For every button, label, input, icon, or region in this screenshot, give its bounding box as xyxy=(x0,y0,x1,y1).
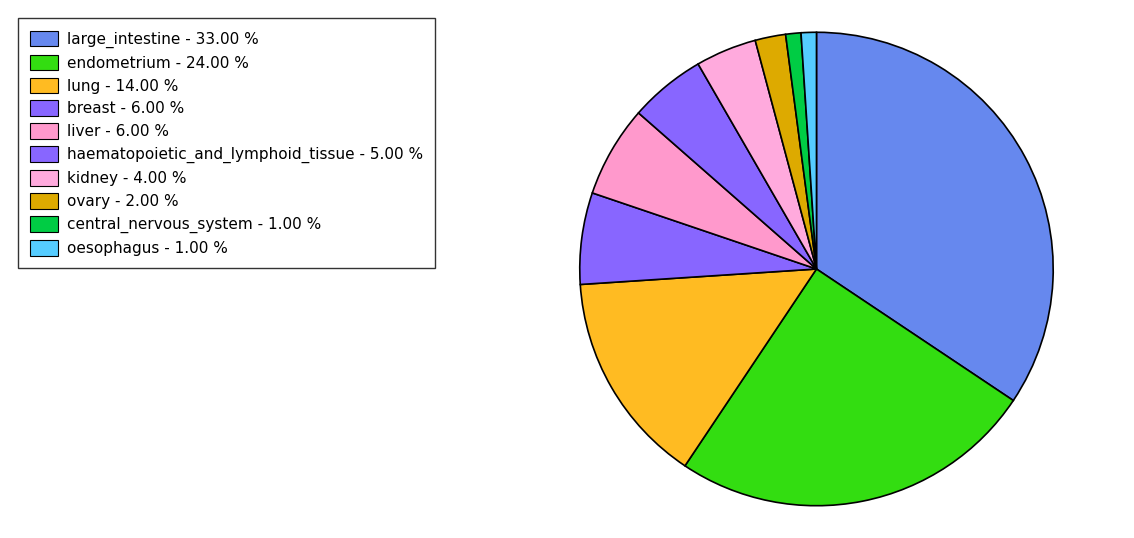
Wedge shape xyxy=(685,269,1014,506)
Wedge shape xyxy=(699,40,816,269)
Wedge shape xyxy=(801,32,816,269)
Wedge shape xyxy=(638,64,816,269)
Wedge shape xyxy=(581,269,816,466)
Wedge shape xyxy=(579,193,816,285)
Wedge shape xyxy=(816,32,1053,400)
Wedge shape xyxy=(786,33,816,269)
Wedge shape xyxy=(592,113,816,269)
Wedge shape xyxy=(755,34,816,269)
Legend: large_intestine - 33.00 %, endometrium - 24.00 %, lung - 14.00 %, breast - 6.00 : large_intestine - 33.00 %, endometrium -… xyxy=(18,18,435,268)
